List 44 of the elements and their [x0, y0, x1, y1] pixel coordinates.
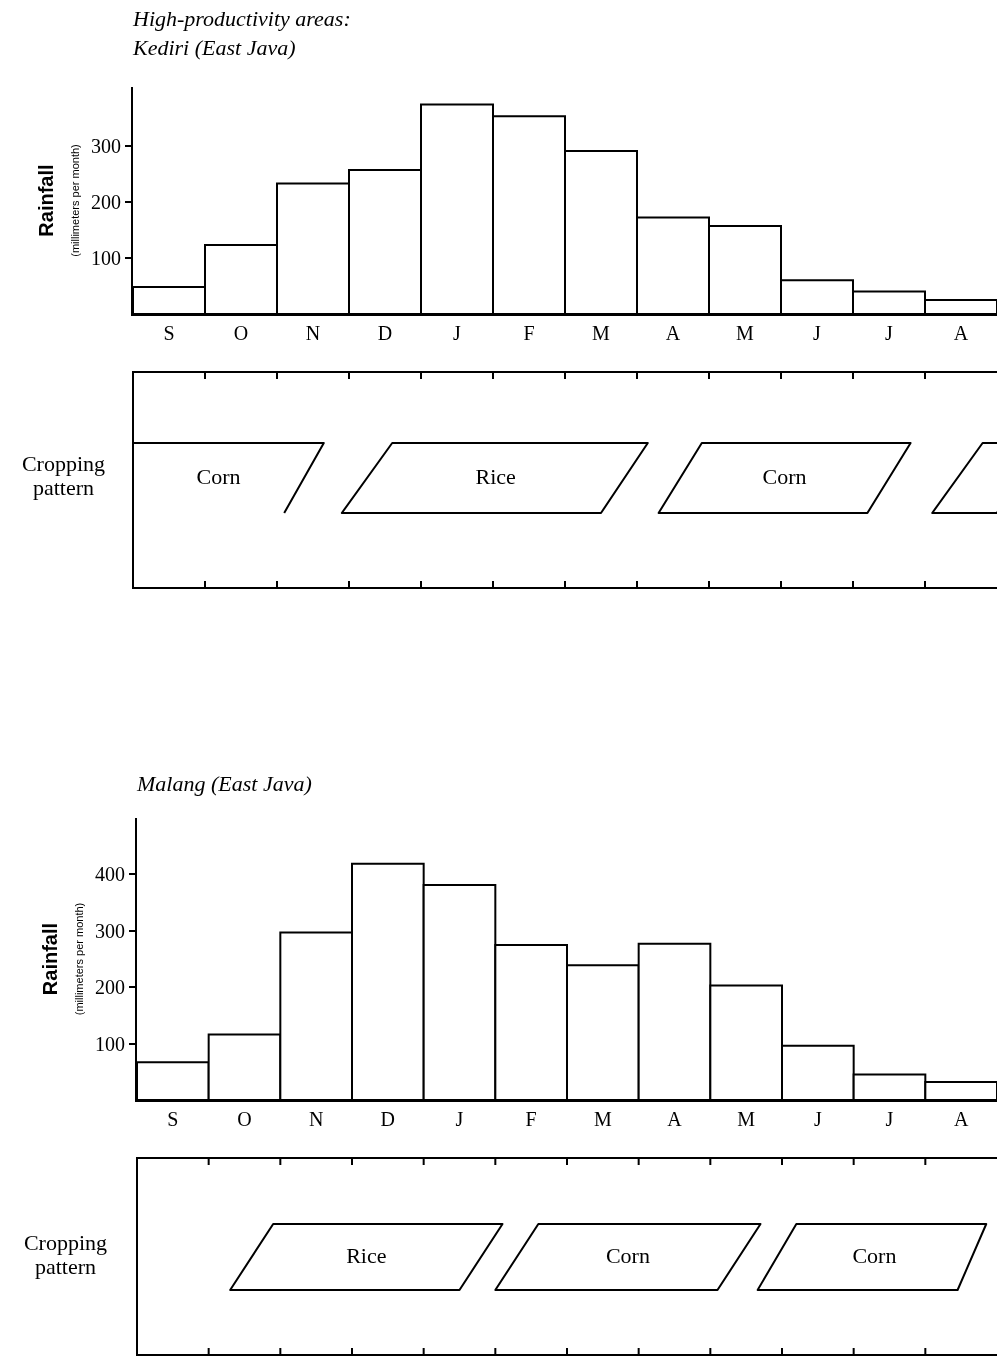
x-tick-label: J [455, 1108, 464, 1130]
x-tick-label: F [525, 1108, 537, 1130]
text: Corn [604, 1243, 651, 1269]
y-tick-label: 100 [95, 1032, 125, 1055]
y-tick-label: 300 [91, 134, 121, 157]
text: Cropping pattern [22, 1230, 109, 1280]
y-tick-label: 300 [95, 919, 125, 942]
x-tick-label: A [665, 322, 681, 344]
x-tick-label: S [167, 1108, 179, 1130]
text: Cropping pattern [20, 451, 107, 501]
y-tick-label: 400 [95, 863, 125, 886]
x-tick-label: J [453, 322, 462, 344]
y-axis-title: Rainfall (millimeters per month) [35, 144, 81, 257]
x-tick-label: J [813, 322, 822, 344]
x-tick-label: D [377, 322, 393, 344]
x-tick-label: J [813, 1108, 822, 1130]
x-tick-label: J [885, 1108, 894, 1130]
x-tick-label: O [233, 322, 249, 344]
text: Rice [345, 1243, 388, 1269]
text: Corn [851, 1243, 898, 1269]
chart-subtitle: Kediri (East Java) [132, 35, 296, 60]
x-tick-label: N [305, 322, 321, 344]
x-tick-label: O [237, 1108, 252, 1130]
x-tick-label: M [592, 322, 611, 344]
x-tick-label: N [308, 1108, 324, 1130]
text: Corn [761, 464, 808, 490]
chart-title: Malang (East Java) [136, 771, 312, 797]
x-tick-label: A [953, 1108, 969, 1130]
y-axis-title: Rainfall (millimeters per month) [39, 902, 85, 1016]
x-tick-label: M [593, 1108, 612, 1130]
chart-title: High-productivity areas: [132, 6, 351, 32]
x-tick-label: D [380, 1108, 396, 1130]
x-tick-label: M [736, 322, 755, 344]
x-tick-label: S [163, 322, 175, 344]
y-tick-label: 100 [91, 246, 121, 269]
x-tick-label: J [885, 322, 894, 344]
y-tick-label: 200 [95, 976, 125, 999]
text: Corn [195, 464, 242, 490]
text: Rice [474, 464, 517, 490]
y-tick-label: 200 [91, 190, 121, 213]
x-tick-label: A [667, 1108, 683, 1130]
x-tick-label: F [523, 322, 535, 344]
x-tick-label: A [953, 322, 969, 344]
x-tick-label: M [737, 1108, 756, 1130]
